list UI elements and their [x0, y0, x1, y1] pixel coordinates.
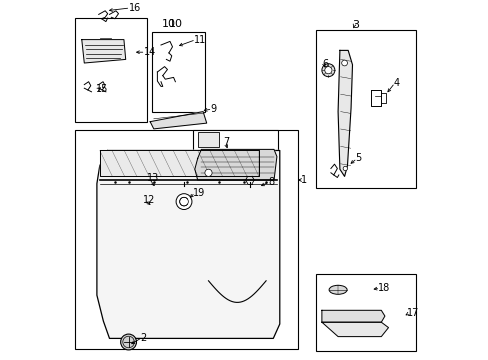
Bar [315, 274, 415, 351]
Circle shape [343, 166, 347, 171]
Text: 2: 2 [140, 333, 146, 343]
Text: 5: 5 [355, 153, 361, 163]
Polygon shape [337, 50, 352, 176]
Bar [148, 202, 162, 221]
Text: 17: 17 [407, 308, 419, 318]
Bar [197, 132, 218, 147]
Polygon shape [321, 310, 384, 322]
Text: 10: 10 [162, 19, 176, 30]
Bar [315, 30, 415, 188]
Bar [193, 130, 277, 198]
Text: 13: 13 [147, 173, 159, 183]
Bar [75, 130, 297, 349]
Text: 1: 1 [301, 175, 307, 185]
Text: 7: 7 [223, 137, 229, 147]
Bar [118, 317, 268, 334]
Circle shape [121, 334, 136, 350]
Text: 18: 18 [378, 283, 390, 293]
Circle shape [176, 194, 192, 210]
Bar [101, 38, 111, 44]
Polygon shape [150, 112, 206, 129]
Polygon shape [321, 322, 387, 337]
Text: 14: 14 [143, 47, 156, 57]
Circle shape [324, 67, 331, 74]
Polygon shape [81, 40, 125, 63]
Text: 12: 12 [142, 195, 155, 205]
Polygon shape [194, 149, 276, 180]
Text: 8: 8 [267, 177, 273, 187]
Bar [151, 32, 204, 112]
Text: 19: 19 [193, 188, 205, 198]
Text: 10: 10 [169, 19, 183, 30]
Text: 4: 4 [392, 78, 399, 88]
Bar [143, 212, 199, 243]
Text: 6: 6 [322, 59, 328, 69]
Circle shape [321, 64, 334, 77]
Text: 15: 15 [96, 84, 108, 94]
Polygon shape [100, 150, 258, 176]
Bar [148, 186, 196, 194]
Bar [118, 295, 170, 328]
Bar [75, 18, 146, 122]
Text: 16: 16 [128, 3, 141, 13]
Ellipse shape [328, 285, 346, 294]
Circle shape [204, 169, 212, 176]
Bar [154, 215, 160, 223]
Circle shape [341, 60, 347, 66]
Text: 9: 9 [210, 104, 216, 114]
Bar [162, 215, 168, 223]
Polygon shape [97, 150, 279, 338]
Text: 11: 11 [194, 35, 206, 45]
Circle shape [179, 197, 188, 206]
Text: 3: 3 [352, 20, 359, 30]
Bar [146, 215, 152, 223]
Bar [118, 256, 265, 290]
